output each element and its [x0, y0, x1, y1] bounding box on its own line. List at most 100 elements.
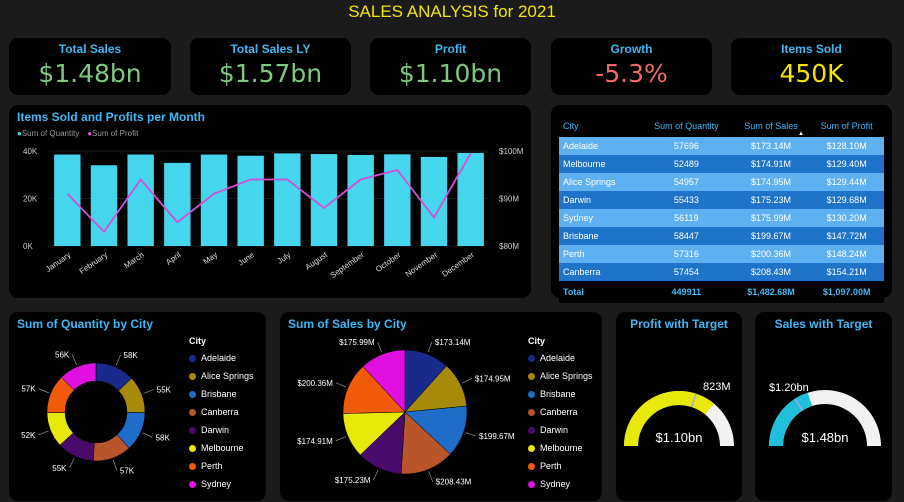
x-tick-label: June	[236, 250, 256, 268]
legend-swatch	[528, 480, 535, 488]
bar-april	[164, 162, 191, 246]
legend-item[interactable]: Darwin	[528, 421, 593, 439]
col-header-sales[interactable]: Sum of Sales	[744, 121, 798, 131]
legend-item[interactable]: Adelaide	[189, 349, 254, 367]
legend-swatch	[189, 390, 196, 398]
legend-item[interactable]: Sydney	[528, 475, 593, 493]
kpi-label: Total Sales LY	[230, 42, 311, 56]
legend-label: Brisbane	[540, 389, 576, 399]
legend-item[interactable]: Perth	[528, 457, 593, 475]
table-cell: Canberra	[559, 263, 641, 281]
slice-data-label: $174.91M	[297, 437, 333, 446]
table-cell: 55433	[640, 191, 733, 209]
table-cell: Sydney	[559, 209, 641, 227]
legend-title: City	[189, 336, 207, 346]
sales-pie-panel[interactable]: Sum of Sales by City $173.14M $174.95M $19…	[280, 312, 602, 501]
legend-item[interactable]: Melbourne	[528, 439, 593, 457]
kpi-label: Growth	[610, 42, 653, 56]
col-header-profit[interactable]: Sum of Profit	[820, 121, 873, 131]
table-cell: $173.14M	[732, 137, 810, 155]
legend-item[interactable]: Sydney	[189, 475, 254, 493]
x-tick-label: May	[202, 250, 220, 266]
leader-line	[71, 354, 77, 365]
gauge-target-marker	[794, 398, 804, 411]
city-table: City Sum of Quantity Sum of Sales Sum of…	[559, 115, 884, 303]
qty-donut-chart: 58K 55K 58K 57K 55K 52K 57K 56K	[21, 351, 172, 476]
kpi-profit[interactable]: Profit $1.10bn	[370, 38, 531, 95]
slice-data-label: 57K	[120, 466, 135, 475]
monthly-chart-panel[interactable]: Items Sold and Profits per Month ●Sum of…	[9, 105, 531, 298]
kpi-value: $1.48bn	[38, 59, 142, 88]
qty-donut-panel[interactable]: Sum of Quantity by City 58K 55K 58K 57K 55K 5…	[9, 312, 266, 501]
table-cell: Melbourne	[559, 155, 641, 173]
bar-september	[347, 155, 374, 246]
leader-line	[427, 341, 433, 353]
kpi-items-sold[interactable]: Items Sold 450K	[731, 38, 892, 95]
table-cell: Alice Springs	[559, 173, 641, 191]
sales-gauge-panel[interactable]: Sales with Target $1.48bn $1.20bn	[755, 312, 892, 501]
table-cell: 54957	[640, 173, 733, 191]
table-row[interactable]: Melbourne 52489 $174.91M $129.40M	[559, 155, 884, 173]
bar-june	[237, 155, 264, 246]
table-cell: $129.40M	[809, 155, 884, 173]
x-tick-label: January	[44, 250, 72, 274]
legend-item[interactable]: Brisbane	[189, 385, 254, 403]
table-row[interactable]: Brisbane 58447 $199.67M $147.72M	[559, 227, 884, 245]
sort-ascending-icon[interactable]: ▲	[798, 131, 804, 137]
legend-label: Sydney	[201, 479, 232, 489]
legend-item[interactable]: Alice Springs	[189, 367, 254, 385]
table-row[interactable]: Sydney 56119 $175.99M $130.20M	[559, 209, 884, 227]
col-header-quantity[interactable]: Sum of Quantity	[654, 121, 719, 131]
table-row[interactable]: Darwin 55433 $175.23M $129.68M	[559, 191, 884, 209]
slice-data-label: $199.67M	[479, 432, 515, 441]
table-cell: $199.67M	[732, 227, 810, 245]
total-cell: Total	[559, 281, 641, 303]
table-cell: $200.36M	[732, 245, 810, 263]
slice-sydney	[60, 362, 97, 391]
legend-item[interactable]: Perth	[189, 457, 254, 475]
profit-gauge-panel[interactable]: Profit with Target $1.10bn 823M	[616, 312, 742, 501]
table-row[interactable]: Perth 57316 $200.36M $148.24M	[559, 245, 884, 263]
total-cell: 449911	[640, 281, 733, 303]
legend-item[interactable]: Adelaide	[528, 349, 593, 367]
legend-item[interactable]: Alice Springs	[528, 367, 593, 385]
table-cell: 58447	[640, 227, 733, 245]
y2-tick-label: $100M	[499, 147, 524, 156]
legend-swatch	[528, 390, 535, 398]
legend-title: City	[528, 336, 546, 346]
legend-label: Melbourne	[201, 443, 244, 453]
leader-line	[69, 457, 75, 469]
legend-label: Canberra	[201, 407, 239, 417]
table-cell: $128.10M	[809, 137, 884, 155]
legend-item[interactable]: Brisbane	[528, 385, 593, 403]
slice-data-label: $175.23M	[335, 476, 371, 485]
total-cell: $1,482.68M	[732, 281, 810, 303]
slice-data-label: $174.95M	[475, 374, 511, 383]
leader-line	[335, 436, 347, 442]
slice-data-label: 52K	[21, 431, 36, 440]
x-tick-label: February	[78, 250, 109, 276]
table-row[interactable]: Adelaide 57696 $173.14M $128.10M	[559, 137, 884, 155]
table-cell: $130.20M	[809, 209, 884, 227]
table-row[interactable]: Canberra 57454 $208.43M $154.21M	[559, 263, 884, 281]
legend-item[interactable]: Melbourne	[189, 439, 254, 457]
kpi-total-sales[interactable]: Total Sales $1.48bn	[9, 38, 171, 95]
col-header-city[interactable]: City	[563, 121, 579, 131]
legend-swatch	[189, 426, 196, 434]
legend-item[interactable]: Darwin	[189, 421, 254, 439]
sales-gauge: $1.48bn $1.20bn	[769, 382, 881, 446]
kpi-growth[interactable]: Growth -5.3%	[551, 38, 712, 95]
y2-tick-label: $80M	[499, 242, 519, 251]
table-cell: 57454	[640, 263, 733, 281]
city-table-panel[interactable]: City Sum of Quantity Sum of Sales Sum of…	[551, 105, 892, 303]
table-cell: $174.91M	[732, 155, 810, 173]
leader-line	[377, 342, 382, 353]
leader-line	[38, 388, 49, 394]
kpi-total-sales-ly[interactable]: Total Sales LY $1.57bn	[190, 38, 351, 95]
table-cell: 57316	[640, 245, 733, 263]
x-tick-label: September	[329, 250, 366, 280]
legend-item[interactable]: Canberra	[528, 403, 593, 421]
table-row[interactable]: Alice Springs 54957 $174.95M $129.44M	[559, 173, 884, 191]
gauge-fill	[624, 391, 715, 446]
legend-item[interactable]: Canberra	[189, 403, 254, 421]
